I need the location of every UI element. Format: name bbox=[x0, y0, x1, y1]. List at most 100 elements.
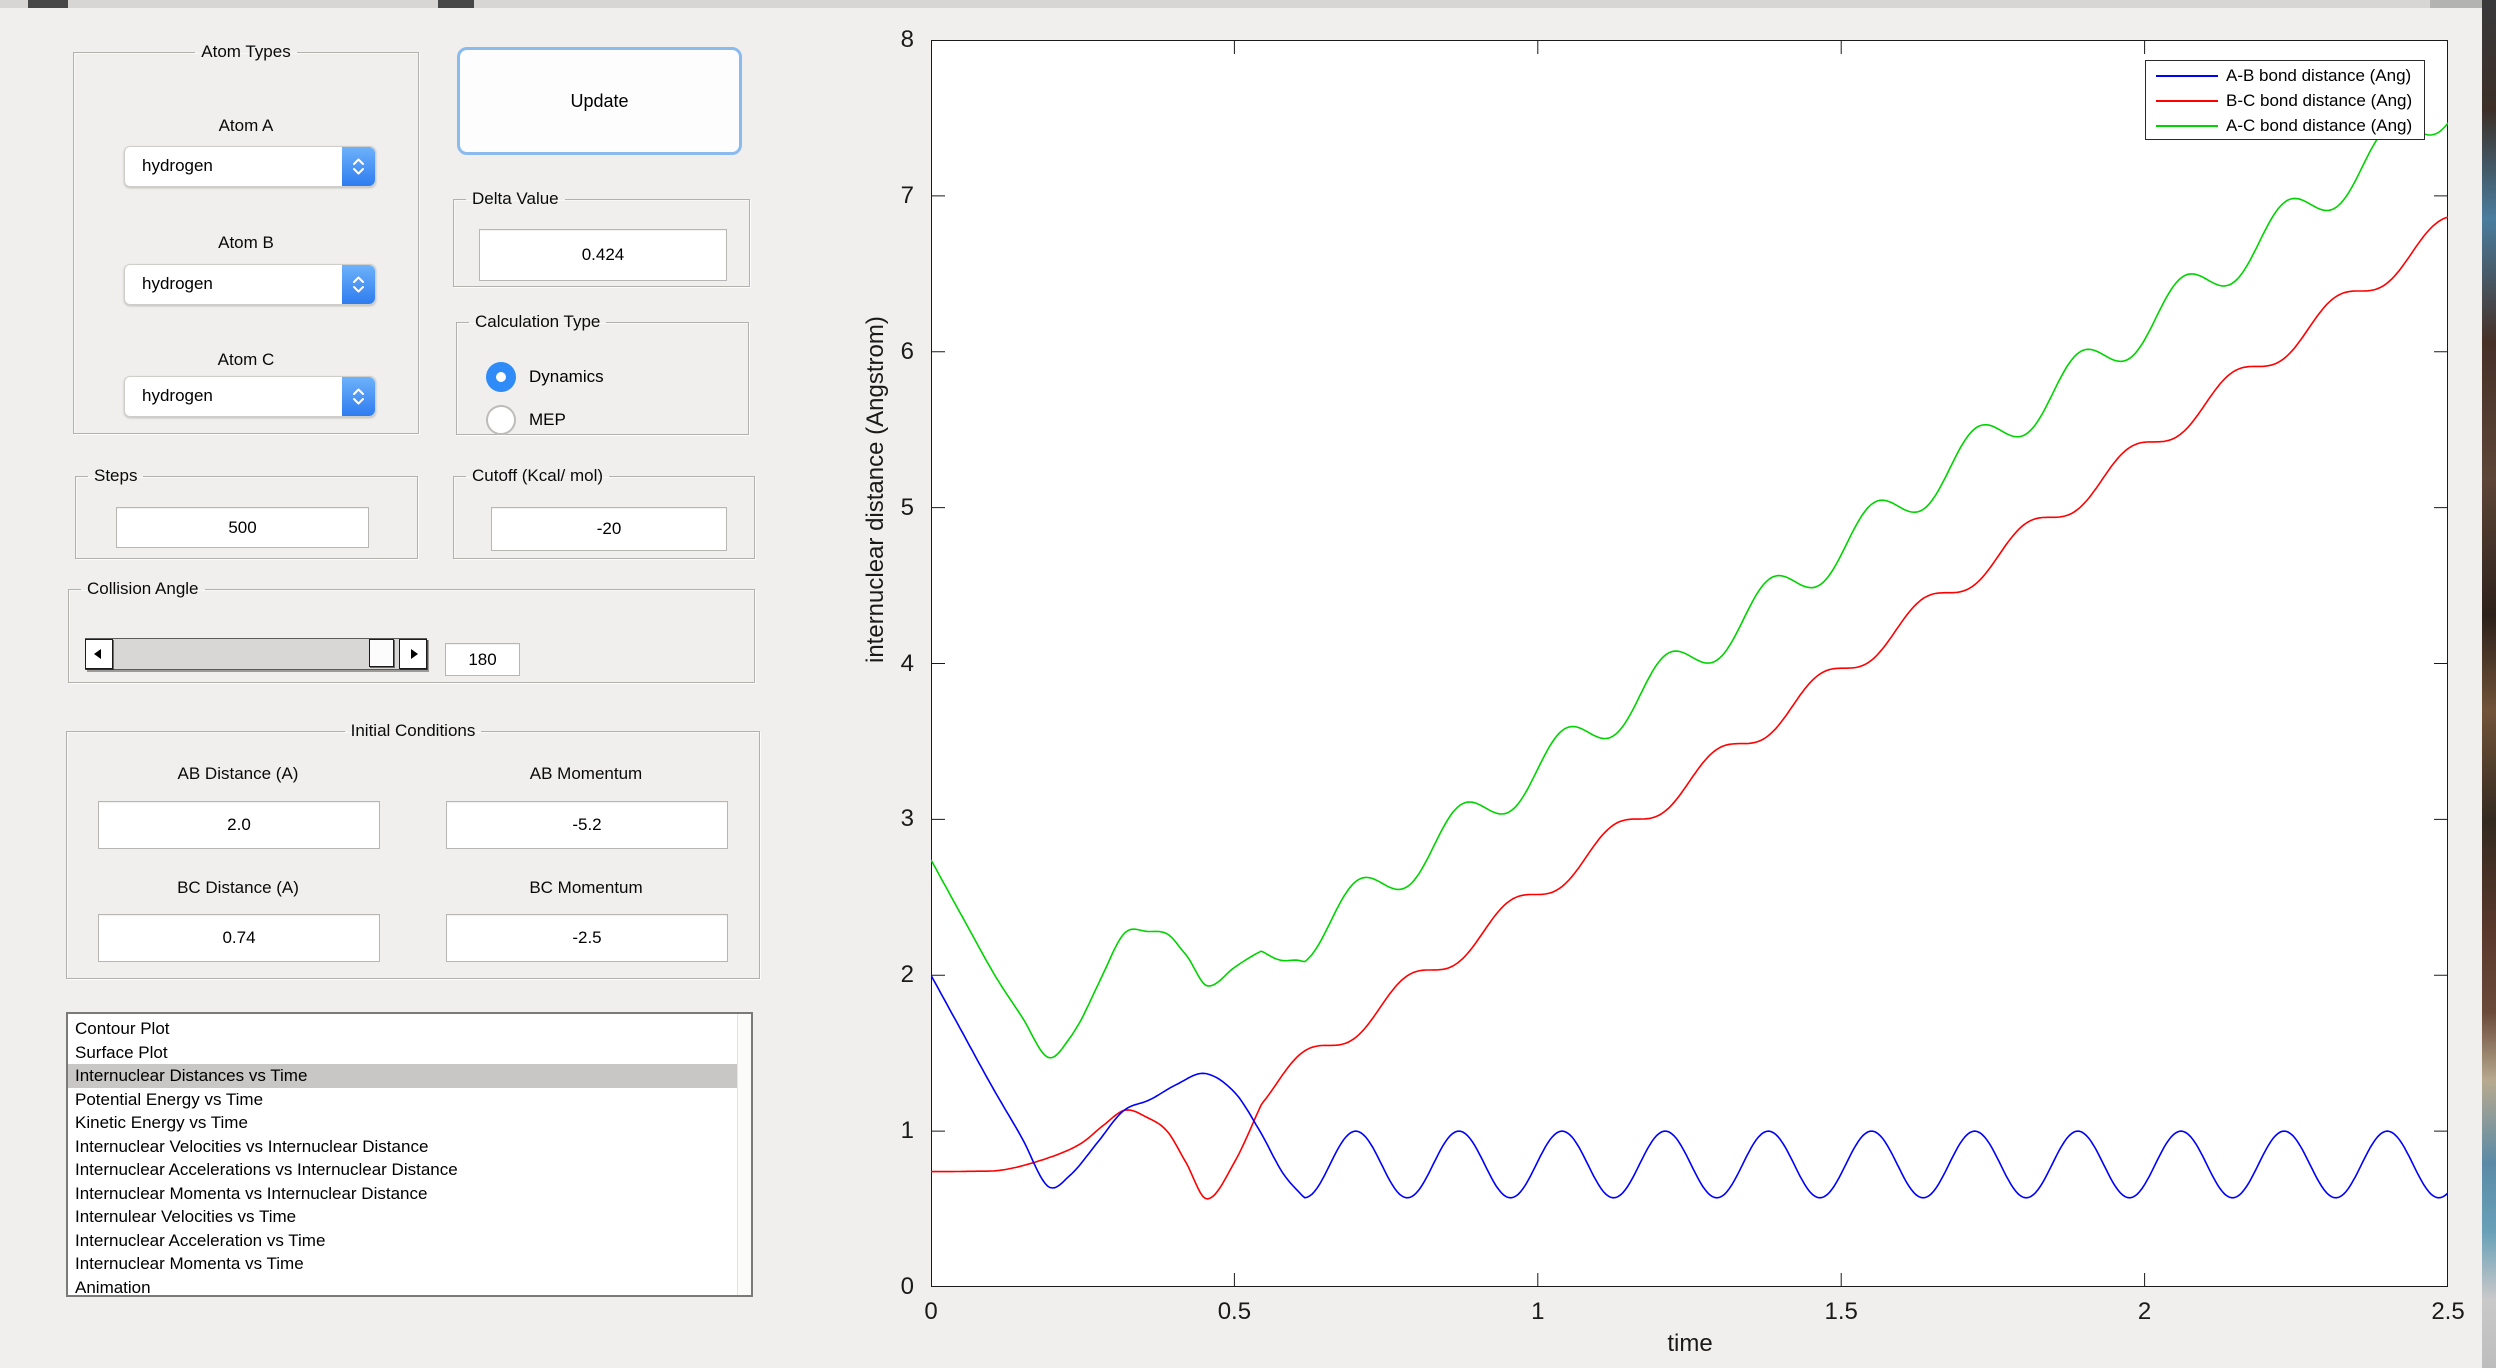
legend-line-swatch bbox=[2156, 125, 2218, 127]
y-tick-label: 5 bbox=[900, 493, 914, 521]
legend-entry: B-C bond distance (Ang) bbox=[2146, 89, 2424, 114]
atom-dropdown[interactable]: hydrogen bbox=[124, 146, 376, 187]
dropdown-value: hydrogen bbox=[142, 274, 213, 293]
radio-label: Dynamics bbox=[529, 367, 604, 386]
right-arrow-icon bbox=[411, 649, 418, 659]
initial-condition-label: BC Momentum bbox=[529, 878, 643, 897]
dropdown-button[interactable] bbox=[342, 377, 375, 416]
cutoff-field[interactable] bbox=[491, 507, 727, 551]
x-tick-label: 1 bbox=[1531, 1298, 1545, 1325]
y-tick-label: 3 bbox=[900, 805, 914, 833]
slider-left-arrow-button[interactable] bbox=[85, 639, 113, 669]
delta-value-panel: Delta Value bbox=[453, 190, 750, 287]
x-tick-label: 0 bbox=[924, 1298, 938, 1325]
chevron-up-down-icon bbox=[353, 158, 364, 175]
x-tick-label: 2 bbox=[2137, 1298, 2152, 1325]
axes-box bbox=[931, 40, 2448, 1287]
chevron-up-down-icon bbox=[353, 276, 364, 293]
radio-unselected-icon[interactable] bbox=[486, 405, 516, 435]
initial-condition-label: AB Momentum bbox=[529, 764, 643, 783]
y-tick-label: 0 bbox=[900, 1273, 914, 1300]
update-button[interactable]: Update bbox=[457, 47, 742, 155]
plot-area bbox=[930, 39, 2449, 1288]
legend-entry: A-B bond distance (Ang) bbox=[2146, 64, 2424, 89]
top-strip-segment bbox=[438, 0, 474, 8]
atom-label: Atom B bbox=[218, 233, 274, 252]
x-tick-label: 2.5 bbox=[2431, 1298, 2465, 1325]
list-item[interactable]: Internulear Velocities vs Time bbox=[75, 1207, 297, 1226]
initial-condition-field[interactable] bbox=[446, 914, 728, 962]
dropdown-button[interactable] bbox=[342, 265, 375, 304]
series-line-A-B bbox=[930, 974, 2449, 1199]
collision-angle-panel: Collision Angle bbox=[68, 580, 755, 683]
collision-angle-field[interactable] bbox=[445, 643, 520, 676]
top-strip-segment bbox=[28, 0, 68, 8]
legend-line-swatch bbox=[2156, 100, 2218, 102]
plot-svg bbox=[930, 39, 2449, 1288]
initial-condition-field[interactable] bbox=[446, 801, 728, 849]
list-item[interactable]: Kinetic Energy vs Time bbox=[75, 1113, 248, 1132]
calculation-type-panel: Calculation Type Dynamics MEP bbox=[456, 313, 749, 435]
plot-type-listbox[interactable]: Contour Plot Surface Plot Internuclear Dis… bbox=[66, 1012, 753, 1297]
legend-entry: A-C bond distance (Ang) bbox=[2146, 114, 2424, 139]
legend-label: B-C bond distance (Ang) bbox=[2226, 91, 2413, 110]
y-tick-label: 6 bbox=[900, 337, 914, 365]
left-arrow-icon bbox=[94, 649, 101, 659]
legend-label: A-B bond distance (Ang) bbox=[2226, 66, 2412, 85]
list-item[interactable]: Surface Plot bbox=[75, 1042, 168, 1062]
list-item[interactable]: Contour Plot bbox=[75, 1019, 170, 1038]
atom-label: Atom A bbox=[218, 116, 274, 135]
collision-angle-title: Collision Angle bbox=[87, 579, 199, 598]
x-axis-label: time bbox=[1667, 1330, 1713, 1357]
radio-option-mep[interactable]: MEP bbox=[486, 405, 566, 435]
initial-condition-label: AB Distance (A) bbox=[177, 764, 299, 783]
steps-title: Steps bbox=[94, 466, 138, 485]
y-tick-label: 8 bbox=[900, 26, 914, 53]
list-item[interactable]: Potential Energy vs Time bbox=[75, 1089, 264, 1109]
slider-right-arrow-button[interactable] bbox=[399, 639, 427, 669]
dropdown-value: hydrogen bbox=[142, 386, 213, 405]
initial-condition-label: BC Distance (A) bbox=[177, 878, 299, 897]
atom-dropdown[interactable]: hydrogen bbox=[124, 376, 376, 417]
radio-selected-icon[interactable] bbox=[486, 362, 516, 392]
list-item[interactable]: Internuclear Momenta vs Internuclear Dis… bbox=[75, 1183, 428, 1203]
x-tick-label: 0.5 bbox=[1217, 1298, 1252, 1325]
initial-condition-field[interactable] bbox=[98, 801, 380, 849]
initial-conditions-title: Initial Conditions bbox=[350, 721, 476, 740]
y-tick-label: 4 bbox=[900, 649, 914, 677]
steps-field[interactable] bbox=[116, 507, 369, 548]
steps-panel: Steps bbox=[75, 467, 418, 559]
y-tick-label: 1 bbox=[900, 1117, 914, 1145]
delta-value-title: Delta Value bbox=[472, 189, 559, 208]
initial-condition-field[interactable] bbox=[98, 914, 380, 962]
collision-angle-slider[interactable] bbox=[85, 638, 427, 670]
list-item[interactable]: Internuclear Accelerations vs Internucle… bbox=[75, 1160, 458, 1179]
x-tick-label: 1.5 bbox=[1824, 1298, 1858, 1325]
initial-conditions-panel: Initial Conditions AB Distance (A) AB Mom… bbox=[66, 722, 760, 979]
list-item[interactable]: Animation bbox=[75, 1277, 151, 1297]
listbox-items: Contour Plot Surface Plot Internuclear Dis… bbox=[68, 1017, 751, 1299]
list-item[interactable]: Internuclear Distances vs Time bbox=[68, 1064, 751, 1088]
radio-option-dynamics[interactable]: Dynamics bbox=[486, 362, 604, 392]
listbox-scrollbar[interactable] bbox=[737, 1014, 751, 1295]
y-tick-label: 7 bbox=[900, 181, 914, 209]
legend-line-swatch bbox=[2156, 75, 2218, 77]
atom-label: Atom C bbox=[217, 350, 275, 369]
dropdown-value: hydrogen bbox=[142, 156, 213, 175]
cutoff-title: Cutoff (Kcal/ mol) bbox=[472, 466, 604, 485]
atom-types-title: Atom Types bbox=[201, 42, 291, 61]
list-item[interactable]: Internuclear Acceleration vs Time bbox=[75, 1230, 326, 1250]
series-line-B-C bbox=[930, 216, 2449, 1200]
delta-value-field[interactable] bbox=[479, 229, 727, 281]
desktop-wallpaper-sliver bbox=[2482, 0, 2496, 1368]
plot-legend: A-B bond distance (Ang) B-C bond distance… bbox=[2145, 60, 2425, 140]
desktop-top-strip bbox=[0, 0, 2496, 8]
radio-label: MEP bbox=[529, 410, 566, 429]
slider-thumb[interactable] bbox=[369, 639, 394, 667]
list-item[interactable]: Internuclear Momenta vs Time bbox=[75, 1254, 304, 1273]
list-item[interactable]: Internuclear Velocities vs Internuclear … bbox=[75, 1136, 429, 1156]
dropdown-button[interactable] bbox=[342, 147, 375, 186]
atom-dropdown[interactable]: hydrogen bbox=[124, 264, 376, 305]
series-line-A-C bbox=[930, 122, 2449, 1059]
